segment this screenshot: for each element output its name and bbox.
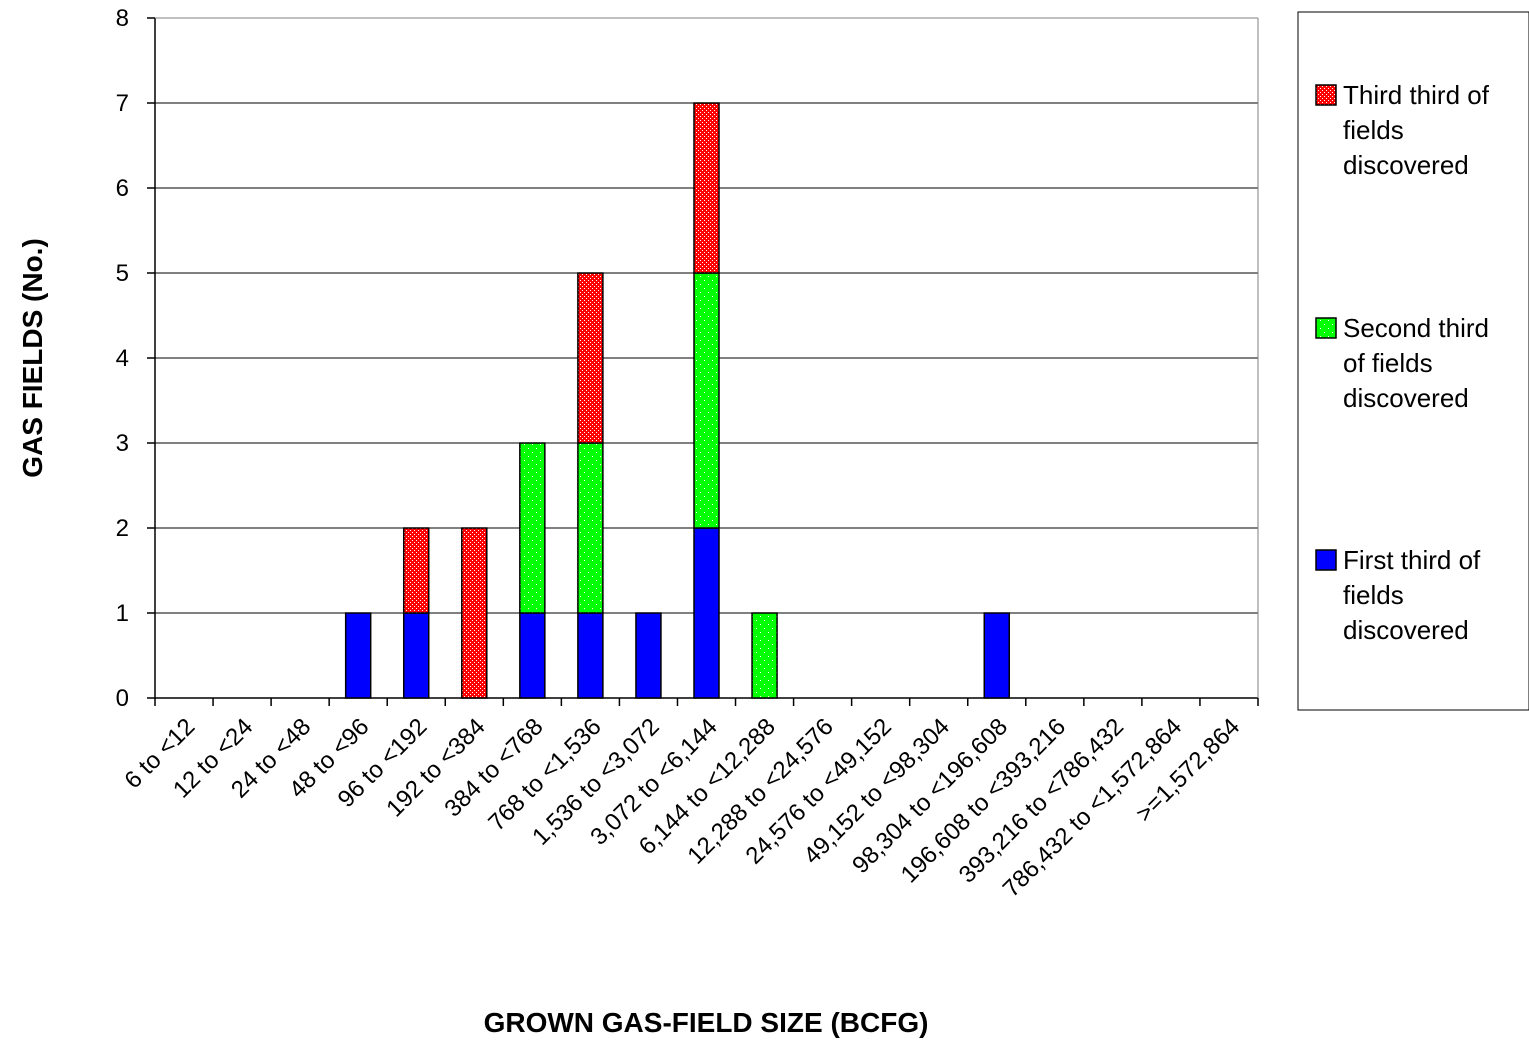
y-tick-label: 0	[116, 685, 129, 712]
legend-label-series3: discovered	[1343, 150, 1469, 180]
bar-segment-series2	[693, 272, 720, 529]
legend-label-series3: fields	[1343, 115, 1404, 145]
legend-label-series1: First third of	[1343, 545, 1481, 575]
y-ticks: 0 1 2 3 4 5 6 7 8	[116, 5, 155, 712]
y-axis-title: GAS FIELDS (No.)	[17, 238, 48, 478]
y-tick-label: 5	[116, 260, 129, 287]
bar-segment-series2	[577, 442, 604, 614]
bar-segment-series3	[693, 102, 720, 274]
bar-segment-series3	[577, 272, 604, 444]
bar-segment-series1	[577, 612, 604, 699]
legend: Third third of fields discovered Second thi…	[1297, 11, 1529, 711]
bar-segment-series2	[751, 612, 778, 699]
bar-segment-series3	[461, 527, 488, 699]
bar-segment-series1	[983, 612, 1011, 699]
bar-segment-series1	[344, 612, 372, 699]
x-axis-title: GROWN GAS-FIELD SIZE (BCFG)	[484, 1007, 929, 1038]
legend-label-series2: of fields	[1343, 348, 1433, 378]
legend-box	[1297, 11, 1529, 711]
bar-segment-series1	[519, 612, 546, 699]
y-tick-label: 4	[116, 345, 129, 372]
y-tick-label: 2	[116, 515, 129, 542]
legend-swatch-series1	[1315, 549, 1337, 571]
legend-label-series1: discovered	[1343, 615, 1469, 645]
y-tick-label: 3	[116, 430, 129, 457]
legend-label-series1: fields	[1343, 580, 1404, 610]
bar-segment-series1	[635, 612, 662, 699]
bar-segment-series1	[693, 527, 720, 699]
legend-label-series2: discovered	[1343, 383, 1469, 413]
bar-segment-series1	[402, 612, 430, 699]
legend-swatch-series2	[1315, 317, 1337, 339]
y-tick-label: 1	[116, 600, 129, 627]
bar-segment-series3	[402, 527, 430, 614]
y-tick-label: 8	[116, 5, 129, 32]
bars	[344, 102, 1011, 699]
y-tick-label: 7	[116, 90, 129, 117]
bar-segment-series2	[519, 442, 546, 614]
legend-swatch-series3	[1315, 84, 1337, 106]
legend-label-series3: Third third of	[1343, 80, 1490, 110]
legend-label-series2: Second third	[1343, 313, 1489, 343]
y-tick-label: 6	[116, 175, 129, 202]
